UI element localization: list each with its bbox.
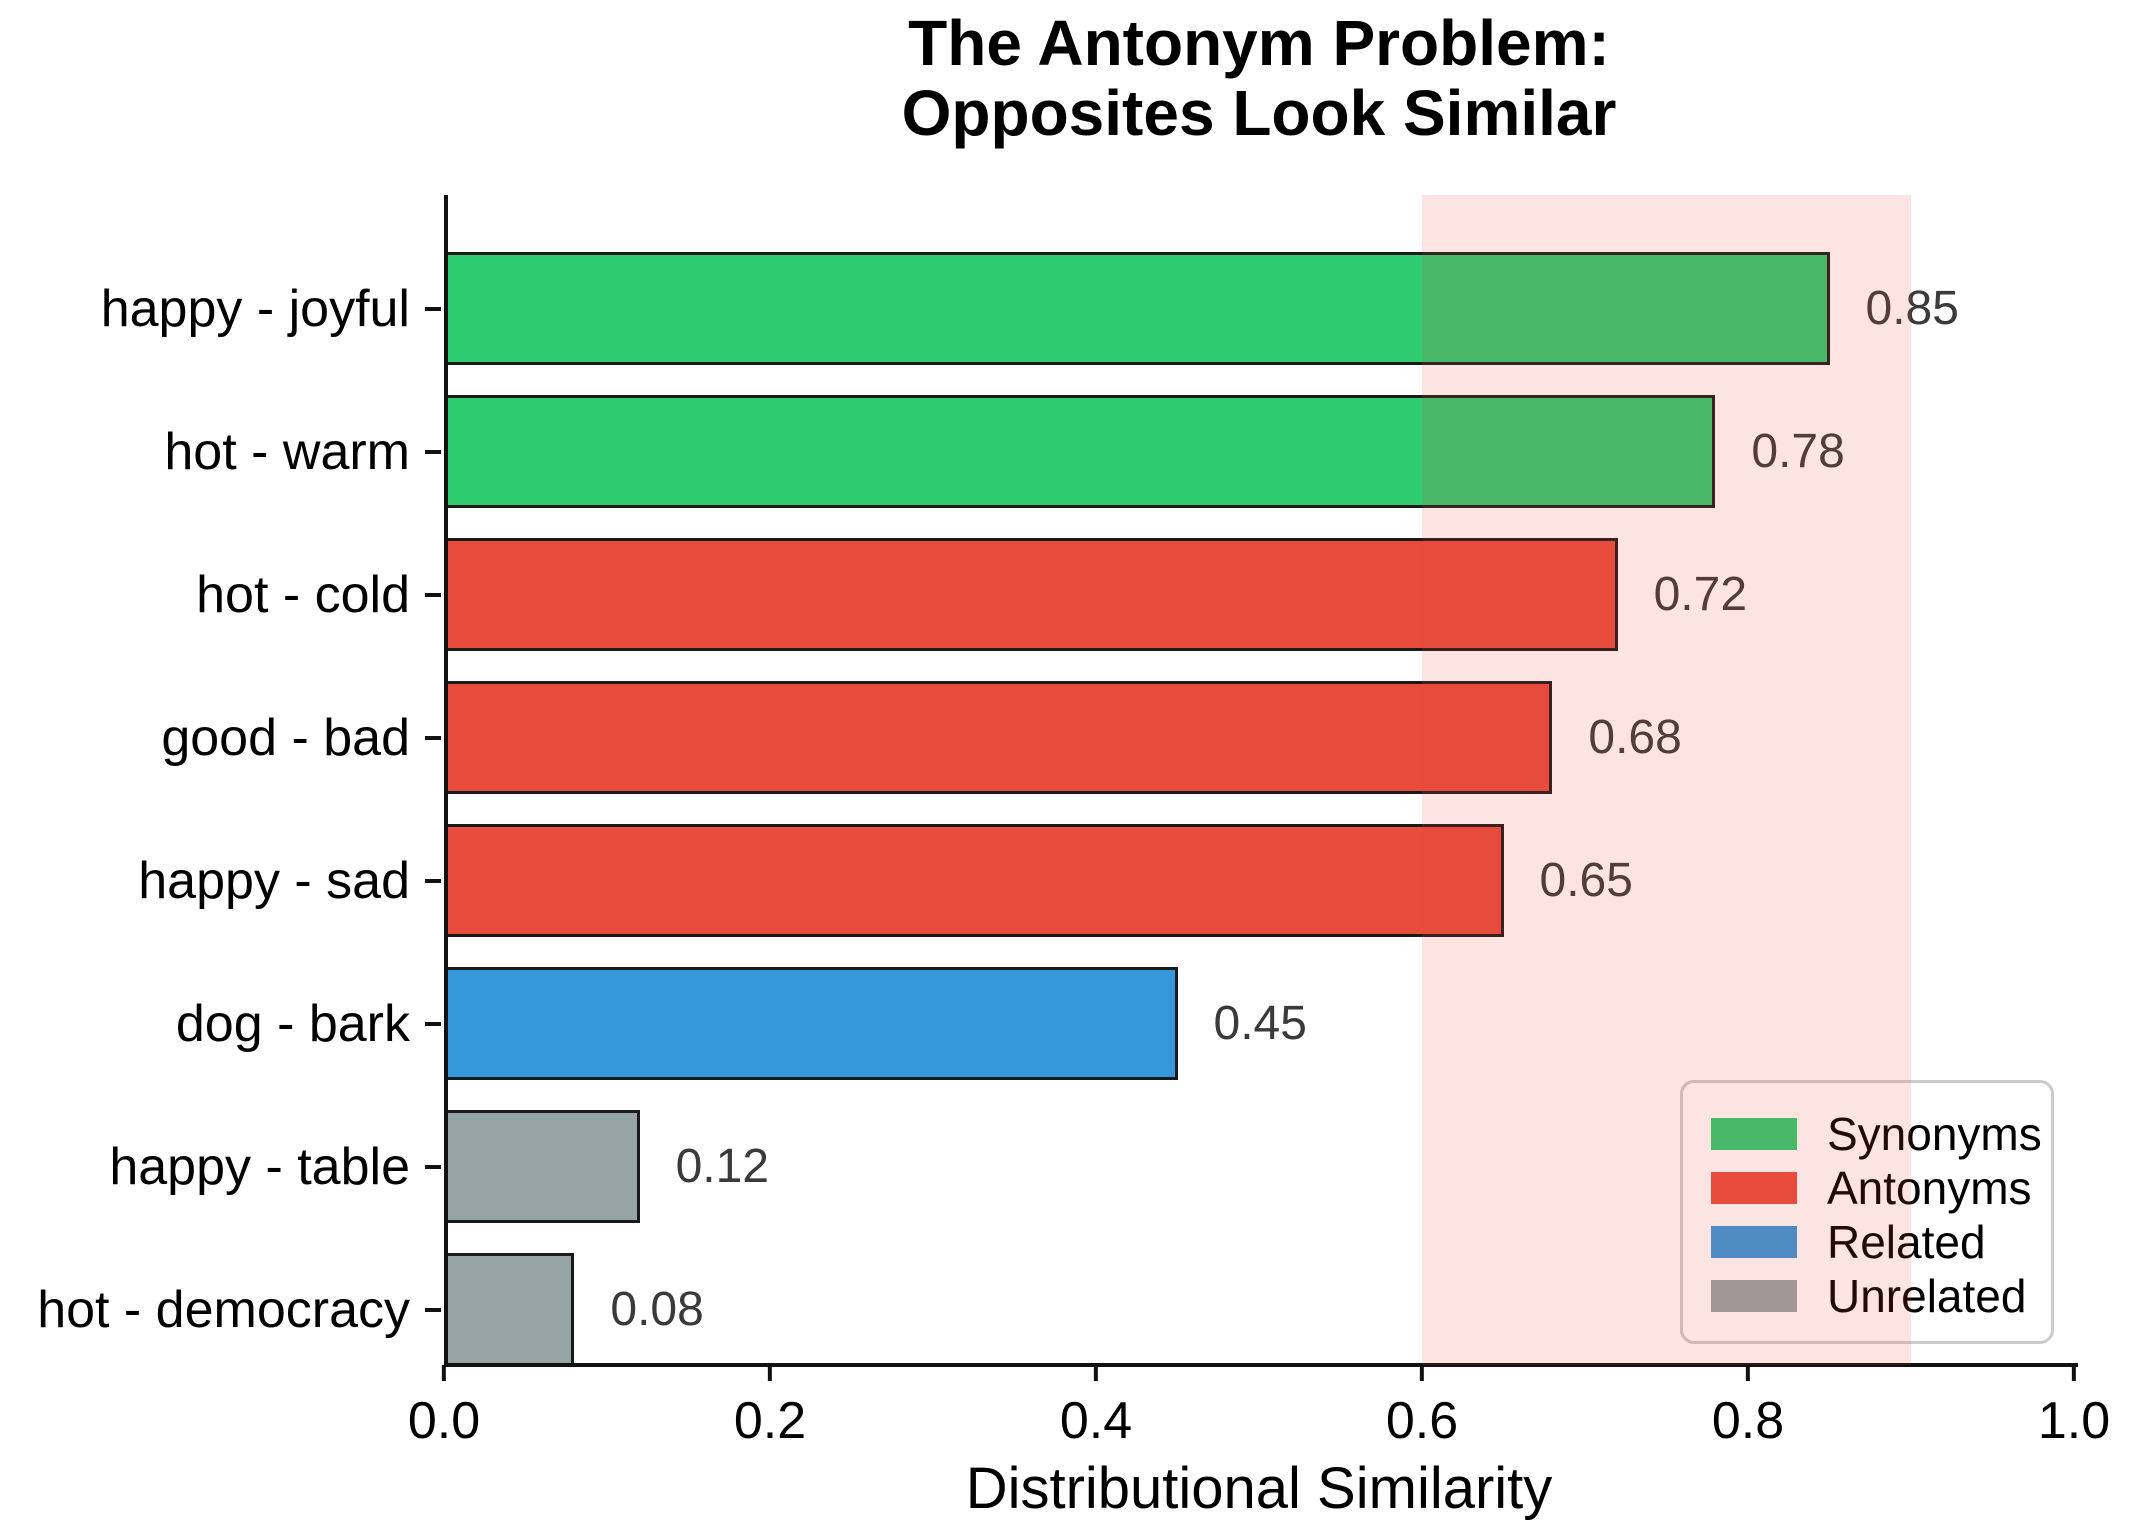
x-tick-mark: [2071, 1365, 2076, 1381]
category-label: good - bad: [161, 708, 410, 767]
y-axis-spine: [444, 195, 448, 1365]
bar-row: hot - cold 0.72: [196, 538, 2074, 651]
bar-happy-sad: [444, 824, 1504, 937]
value-label: 0.68: [1588, 711, 1682, 764]
value-label: 0.45: [1213, 997, 1307, 1050]
x-tick-mark: [1419, 1365, 1424, 1381]
x-tick-label: 0.6: [1385, 1392, 1459, 1450]
bar-hot-democracy: [444, 1253, 575, 1366]
bar-row: happy - sad 0.65: [138, 824, 2074, 937]
bar-good-bad: [444, 681, 1553, 794]
y-tick-mark: [425, 1021, 441, 1026]
legend-row: Antonyms: [1711, 1161, 2032, 1215]
legend: Synonyms Antonyms Related Unrelated: [1680, 1080, 2054, 1344]
legend-swatch-synonyms: [1711, 1118, 1797, 1150]
category-label: hot - cold: [196, 565, 410, 624]
category-label: happy - table: [109, 1137, 410, 1196]
legend-swatch-antonyms: [1711, 1172, 1797, 1204]
y-tick-mark: [425, 306, 441, 311]
chart-title: The Antonym Problem: Opposites Look Simi…: [901, 7, 1617, 149]
value-label: 0.12: [675, 1140, 770, 1193]
bar-hot-cold: [444, 538, 1618, 651]
x-tick-label: 0.0: [407, 1392, 481, 1450]
bar-row: happy - table 0.12: [109, 1110, 2074, 1223]
value-label: 0.85: [1865, 282, 1959, 335]
bar-hot-warm: [444, 395, 1716, 508]
x-tick: 0.8: [1712, 1365, 1784, 1451]
bar-row: hot - democracy 0.08: [37, 1253, 2074, 1366]
y-tick-mark: [425, 735, 441, 740]
x-tick-mark: [441, 1365, 446, 1381]
y-tick-mark: [425, 1307, 441, 1312]
x-axis-spine: [444, 1363, 2078, 1367]
x-tick-label: 0.4: [1059, 1392, 1133, 1450]
legend-label: Antonyms: [1827, 1162, 2032, 1214]
value-label: 0.78: [1751, 425, 1845, 478]
legend-label: Synonyms: [1827, 1108, 2042, 1160]
x-tick-mark: [1745, 1365, 1750, 1381]
value-label: 0.72: [1653, 568, 1748, 621]
y-tick-mark: [425, 592, 441, 597]
x-tick: 1.0: [2038, 1365, 2110, 1451]
x-tick-label: 1.0: [2037, 1392, 2111, 1450]
category-label: dog - bark: [175, 994, 410, 1053]
legend-row: Related: [1711, 1215, 2023, 1269]
y-tick-mark: [425, 449, 441, 454]
legend-row: Synonyms: [1711, 1107, 2042, 1161]
y-tick-mark: [425, 878, 441, 883]
legend-label: Related: [1827, 1216, 1986, 1268]
bar-row: happy - joyful 0.85: [101, 252, 2074, 365]
x-tick: 0.2: [734, 1365, 806, 1451]
legend-swatch-unrelated: [1711, 1280, 1797, 1312]
category-label: happy - joyful: [100, 279, 410, 338]
x-tick: 0.0: [408, 1365, 480, 1451]
category-label: hot - democracy: [37, 1280, 410, 1339]
x-tick-mark: [1093, 1365, 1098, 1381]
bar-row: hot - warm 0.78: [164, 395, 2074, 508]
y-tick-mark: [425, 1164, 441, 1169]
value-label: 0.65: [1539, 854, 1633, 907]
x-tick-label: 0.2: [733, 1392, 807, 1450]
plot-area: happy - joyful 0.85 hot - warm 0.78 hot …: [37, 195, 2110, 1521]
bar-happy-table: [444, 1110, 640, 1223]
bar-row: dog - bark 0.45: [176, 967, 2074, 1080]
category-label: hot - warm: [164, 422, 410, 481]
x-tick-mark: [767, 1365, 772, 1381]
legend-row: Unrelated: [1711, 1269, 2027, 1323]
x-tick-label: 0.8: [1711, 1392, 1785, 1450]
x-tick: 0.6: [1386, 1365, 1458, 1451]
legend-swatch-related: [1711, 1226, 1797, 1258]
bar-happy-joyful: [444, 252, 1830, 365]
legend-label: Unrelated: [1827, 1270, 2027, 1322]
x-axis-title: Distributional Similarity: [965, 1456, 1553, 1521]
x-tick: 0.4: [1060, 1365, 1132, 1451]
category-label: happy - sad: [138, 851, 410, 910]
bar-row: good - bad 0.68: [161, 681, 2074, 794]
bar-dog-bark: [444, 967, 1178, 1080]
value-label: 0.08: [610, 1283, 704, 1336]
